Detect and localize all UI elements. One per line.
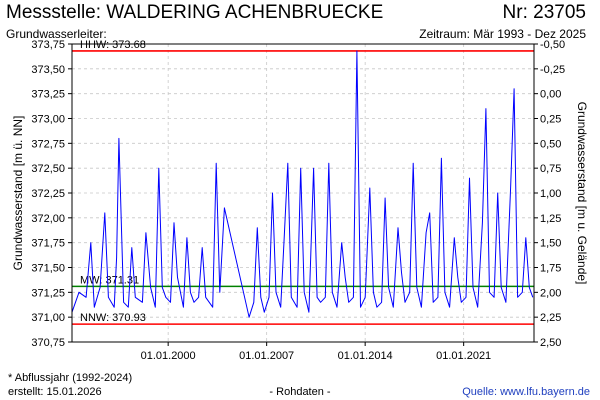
- y2-axis-label: Grundwasserstand [m u. Gelände]: [575, 102, 589, 285]
- y2-tick-label: 0,25: [540, 114, 561, 126]
- y2-tick-label: 0,75: [540, 163, 561, 175]
- reference-label-nnw: NNW: 370.93: [80, 312, 146, 324]
- y-tick-label: 373,75: [31, 39, 65, 51]
- y2-axis-ticks: 2,50 2,25 2,00 1,75 1,50 1,25 1,00 0,75 0,50 0,25…: [534, 39, 565, 349]
- period-label: Zeitraum: Mär 1993 - Dez 2025: [419, 27, 586, 41]
- source-link[interactable]: Quelle: www.lfu.bayern.de: [462, 386, 590, 398]
- y-tick-label: 373,50: [31, 64, 65, 76]
- y-axis-ticks: 370,75 371,00 371,25 371,50 371,75 372,00 372,…: [31, 39, 72, 349]
- y2-tick-label: -0,25: [540, 64, 565, 76]
- x-tick-label: 01.01.2007: [239, 350, 294, 362]
- y2-tick-label: 2,00: [540, 287, 561, 299]
- y2-tick-label: 1,75: [540, 263, 561, 275]
- y2-tick-label: 0,50: [540, 138, 561, 150]
- reference-lines: HHW: 373.68 MW: 371.31 NNW: 370.93: [72, 39, 534, 325]
- x-tick-label: 01.01.2000: [141, 350, 196, 362]
- y-tick-label: 372,00: [31, 213, 65, 225]
- y-tick-label: 373,25: [31, 89, 65, 101]
- y-tick-label: 371,00: [31, 312, 65, 324]
- y-axis-label: Grundwasserstand [m ü. NN]: [11, 116, 25, 271]
- footnote: * Abflussjahr (1992-2024): [8, 372, 133, 384]
- rohdaten-label: - Rohdaten -: [269, 386, 331, 398]
- series-line: [71, 50, 534, 318]
- y-tick-label: 373,00: [31, 114, 65, 126]
- y-tick-label: 372,50: [31, 163, 65, 175]
- y2-tick-label: -0,50: [540, 39, 565, 51]
- x-tick-label: 01.01.2014: [338, 350, 393, 362]
- aquifer-label: Grundwasserleiter:: [6, 27, 107, 41]
- y-tick-label: 372,75: [31, 138, 65, 150]
- y-tick-label: 371,50: [31, 263, 65, 275]
- reference-label-hhw: HHW: 373.68: [80, 39, 146, 51]
- y-tick-label: 370,75: [31, 337, 65, 349]
- x-tick-label: 01.01.2021: [436, 350, 491, 362]
- y2-tick-label: 1,50: [540, 238, 561, 250]
- y2-tick-label: 1,25: [540, 213, 561, 225]
- series-layer: [71, 50, 534, 318]
- y-tick-label: 371,75: [31, 238, 65, 250]
- y2-tick-label: 2,25: [540, 312, 561, 324]
- reference-label-mw: MW: 371.31: [80, 274, 139, 286]
- y-tick-label: 371,25: [31, 287, 65, 299]
- station-number: Nr: 23705: [502, 2, 586, 23]
- y2-tick-label: 2,50: [540, 337, 561, 349]
- page-title: Messstelle: WALDERING ACHENBRUECKE: [6, 2, 384, 23]
- y2-tick-label: 0,00: [540, 89, 561, 101]
- x-axis-ticks: 01.01.2000 01.01.2007 01.01.2014 01.01.2021: [141, 342, 491, 362]
- y2-tick-label: 1,00: [540, 188, 561, 200]
- y-tick-label: 372,25: [31, 188, 65, 200]
- created-date: erstellt: 15.01.2026: [8, 386, 102, 398]
